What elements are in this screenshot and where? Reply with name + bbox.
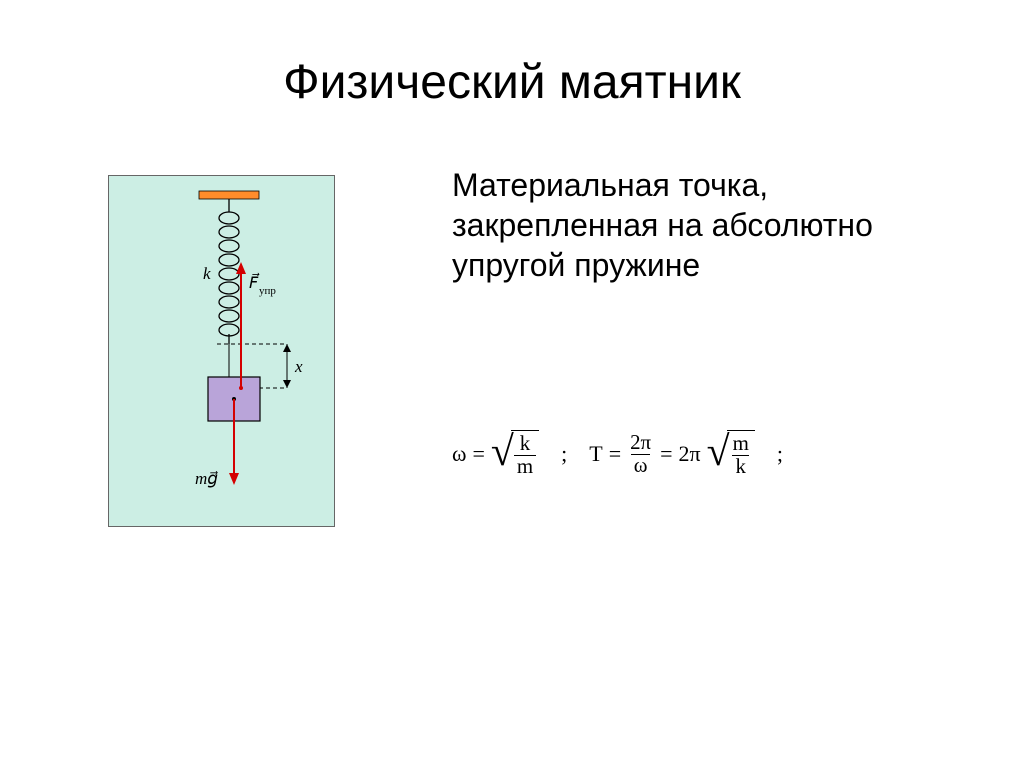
eq-equals-2: = <box>609 441 621 467</box>
frac-2pi: 2π <box>627 432 654 454</box>
eq-semi-1: ; <box>561 441 567 467</box>
sqrt-k-over-m: √ k m <box>491 430 539 478</box>
pendulum-diagram: k x F⃗ упр <box>108 175 335 527</box>
frac-k: k <box>517 433 533 455</box>
label-weight: mg⃗ <box>195 469 218 488</box>
eq-equals-1: = <box>472 441 484 467</box>
description-text: Материальная точка, закрепленная на абсо… <box>452 165 932 285</box>
frac-k2: k <box>732 455 748 478</box>
svg-text:упр: упр <box>259 285 276 297</box>
sqrt-m-over-k: √ m k <box>707 430 755 478</box>
ceiling-bar <box>199 191 259 199</box>
x-dimension: x <box>283 344 303 388</box>
eq-2pi: 2π <box>679 441 701 467</box>
eq-omega: ω <box>452 441 466 467</box>
diagram-svg: k x F⃗ упр <box>109 176 334 526</box>
slide: Физический маятник k <box>0 0 1024 767</box>
equation-block: ω = √ k m ; T = 2π ω = 2π <box>452 430 783 478</box>
eq-semi-2: ; <box>777 441 783 467</box>
frac-m2: m <box>730 433 752 455</box>
eq-equals-3: = <box>660 441 672 467</box>
frac-m: m <box>514 455 536 478</box>
svg-text:x: x <box>294 357 303 376</box>
frac-2pi-omega: 2π ω <box>627 432 654 477</box>
frac-omega: ω <box>631 454 651 477</box>
slide-title: Физический маятник <box>0 55 1024 110</box>
label-k: k <box>203 264 211 283</box>
eq-T: T <box>589 441 602 467</box>
